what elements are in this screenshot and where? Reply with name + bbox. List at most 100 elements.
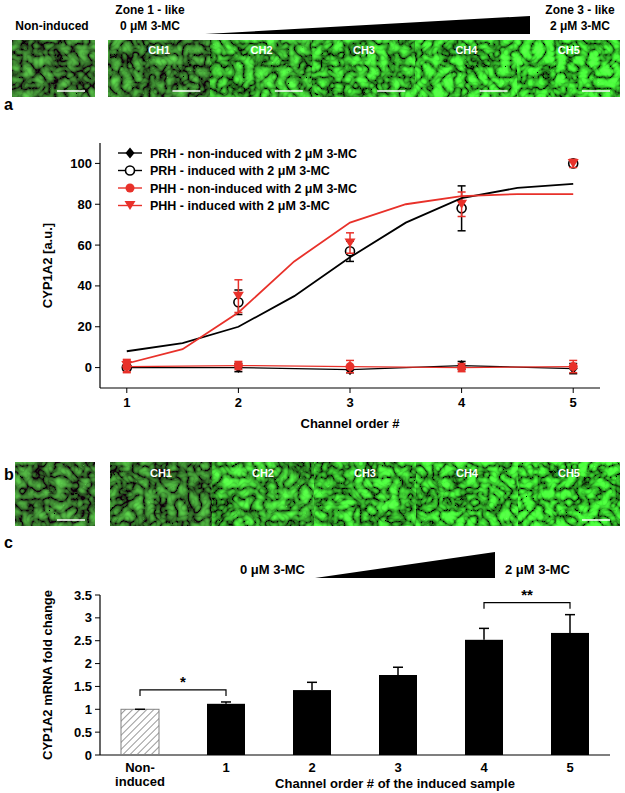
error-bar [458, 364, 466, 372]
scale-bar [480, 90, 508, 92]
micrograph-bg [12, 40, 95, 97]
error-stem [397, 667, 399, 675]
error-cap [307, 682, 317, 684]
legend-marker [126, 148, 135, 159]
panel-letter: b [4, 466, 14, 483]
micrograph-bg [416, 462, 518, 526]
y-axis-title: CYP1A2 [a.u.] [40, 223, 55, 308]
plot-area [121, 159, 578, 375]
fit-curve [127, 194, 573, 363]
error-cap [565, 614, 575, 616]
panel-letter: a [4, 96, 13, 113]
channel-label: CH2 [251, 44, 273, 56]
y-tick [95, 163, 100, 164]
y-tick [95, 686, 100, 687]
data-point [457, 363, 466, 372]
legend-marker [125, 201, 136, 210]
error-bar [565, 615, 575, 633]
y-tick [95, 663, 100, 664]
fit-curve [127, 184, 573, 351]
y-tick [95, 245, 100, 246]
x-tick [461, 388, 462, 393]
x-tick [238, 388, 239, 393]
y-tick-label: 3.5 [74, 588, 92, 603]
x-tick [126, 388, 127, 393]
error-cap [346, 360, 354, 362]
scale-bar [582, 90, 610, 92]
legend: PRH - non-induced with 2 μM 3-MCPRH - in… [118, 147, 357, 214]
channel-label: CH5 [558, 467, 580, 479]
error-stem [569, 615, 571, 633]
y-tick-label: 1.5 [74, 679, 92, 694]
y-tick [95, 709, 100, 710]
scale-bar [172, 90, 200, 92]
error-cap [569, 372, 577, 374]
micrograph-bg [313, 40, 415, 97]
micrograph-bg [518, 40, 620, 97]
error-bar [221, 702, 231, 704]
micrograph-bg [212, 462, 314, 526]
channel-label: CH3 [353, 44, 375, 56]
bracket-line [140, 690, 226, 696]
y-tick-label: 40 [78, 278, 92, 293]
channel-label: CH4 [455, 44, 478, 56]
y-tick [95, 204, 100, 205]
legend-label: PRH - non-induced with 2 μM 3-MC [150, 147, 357, 161]
error-bar [393, 667, 403, 675]
x-tick-label: 5 [566, 760, 573, 775]
data-point [569, 362, 578, 371]
y-tick-label: 0.5 [74, 725, 92, 740]
error-bar [307, 682, 317, 690]
scale-bar [57, 519, 85, 521]
scale-bar [582, 519, 610, 521]
channel-label: CH5 [558, 44, 580, 56]
micrograph [210, 40, 312, 97]
error-cap [123, 371, 131, 373]
channel-label: CH3 [354, 467, 376, 479]
channel-label: CH4 [456, 467, 479, 479]
x-tick-label-line: 5 [566, 760, 573, 775]
y-tick [95, 367, 100, 368]
y-tick-label: 3 [85, 610, 92, 625]
y-tick-label: 0 [85, 360, 92, 375]
bar [379, 675, 417, 755]
bar [465, 640, 503, 755]
y-axis [99, 595, 100, 755]
scale-bar [377, 90, 405, 92]
bar [551, 633, 589, 755]
x-tick-label: 5 [570, 395, 577, 410]
image-title: Non-induced [15, 19, 88, 33]
figure: abcNon-inducedZone 1 - like0 μM 3-MCZone… [0, 0, 625, 793]
error-cap [221, 701, 231, 703]
channel-label: CH1 [150, 467, 172, 479]
error-cap [346, 372, 354, 374]
annotation: 2 μM 3-MC [505, 562, 571, 577]
channel-label: CH1 [148, 44, 170, 56]
zone-label: Zone 1 - like [115, 3, 185, 17]
y-tick-label: 2 [85, 656, 92, 671]
y-tick-label: 0 [85, 748, 92, 763]
panel-letter: c [4, 534, 13, 551]
x-tick-label-line: 2 [308, 760, 315, 775]
x-tick-label: 3 [394, 760, 401, 775]
gradient-wedge [205, 16, 530, 34]
x-axis-title: Channel order # [301, 416, 401, 431]
x-tick-label-line: 4 [480, 760, 488, 775]
error-cap [458, 230, 466, 232]
error-cap [123, 359, 131, 361]
y-tick-label: 100 [70, 156, 92, 171]
significance-bracket: ** [484, 586, 570, 609]
bracket-line [484, 603, 570, 609]
y-tick-label: 2.5 [74, 633, 92, 648]
legend-marker [126, 184, 135, 193]
error-cap [346, 261, 354, 263]
error-stem [311, 682, 313, 690]
error-cap [479, 628, 489, 630]
micrograph-bg [108, 40, 210, 97]
micrograph [415, 40, 517, 97]
significance-label: * [180, 673, 186, 690]
error-stem [483, 628, 485, 639]
annotation: 0 μM 3-MC [240, 562, 306, 577]
bar [293, 690, 331, 755]
micrograph [108, 40, 210, 97]
